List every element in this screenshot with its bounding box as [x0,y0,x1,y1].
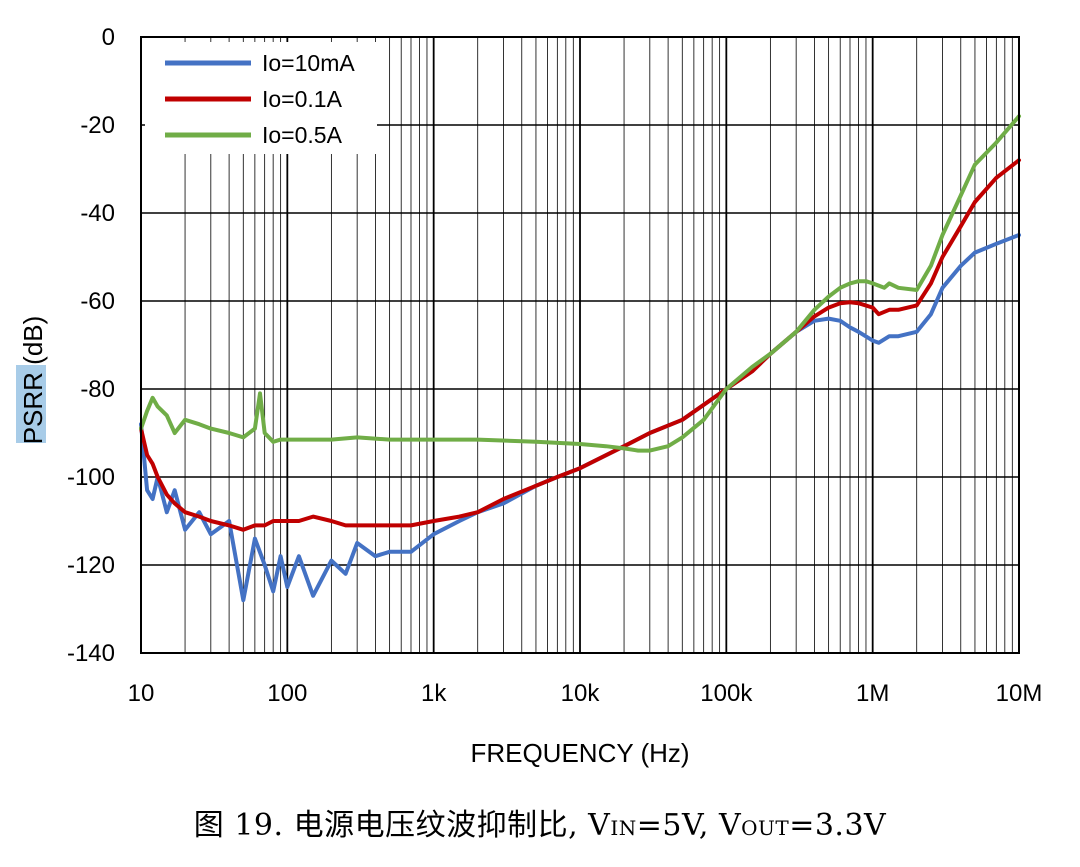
x-tick-label: 10k [561,680,601,707]
y-tick-label: -20 [80,112,115,139]
caption-prefix: 图 19. 电源电压纹波抑制比, [193,808,589,843]
x-tick-labels: 10 100 1k 10k 100k 1M 10M [128,680,1043,707]
x-tick-label: 100k [700,680,753,707]
y-tick-label: -140 [67,640,115,667]
legend-label: Io=10mA [262,50,355,76]
y-tick-label: -120 [67,552,115,579]
y-axis-title-highlight [16,365,46,443]
caption-vout-v: V [718,808,742,843]
y-tick-label: -80 [80,376,115,403]
x-axis-title: FREQUENCY (Hz) [470,738,689,768]
x-tick-label: 1k [421,680,447,707]
y-tick-label: 0 [102,24,115,51]
y-tick-label: -100 [67,464,115,491]
y-tick-label: -60 [80,288,115,315]
plot-frame [140,36,1020,654]
caption-vin-sub: IN [610,816,637,840]
caption-vout-sub: OUT [741,816,790,840]
psrr-chart: Io=10mA Io=0.1A Io=0.5A 0 -20 -40 -60 -80 -100 -… [16,24,1043,768]
x-tick-label: 10M [996,680,1043,707]
y-tick-label: -40 [80,200,115,227]
figure-caption: 图 19. 电源电压纹波抑制比, VIN=5V, VOUT=3.3V [0,800,1080,844]
caption-vin-eq: =5V, [636,808,719,843]
series-line [139,158,1021,532]
caption-vin-v: V [588,808,611,843]
legend-label: Io=0.1A [262,86,343,112]
caption-vout-eq: =3.3V [789,808,887,843]
y-axis-title: PSRR (dB) [18,316,48,445]
x-tick-label: 1M [856,680,889,707]
series-layer [139,114,1021,603]
series-line [139,114,1021,453]
legend-label: Io=0.5A [262,122,343,148]
x-tick-label: 10 [128,680,155,707]
x-tick-label: 100 [267,680,307,707]
legend: Io=10mA Io=0.1A Io=0.5A [145,42,377,154]
y-tick-labels: 0 -20 -40 -60 -80 -100 -120 -140 [67,24,115,667]
